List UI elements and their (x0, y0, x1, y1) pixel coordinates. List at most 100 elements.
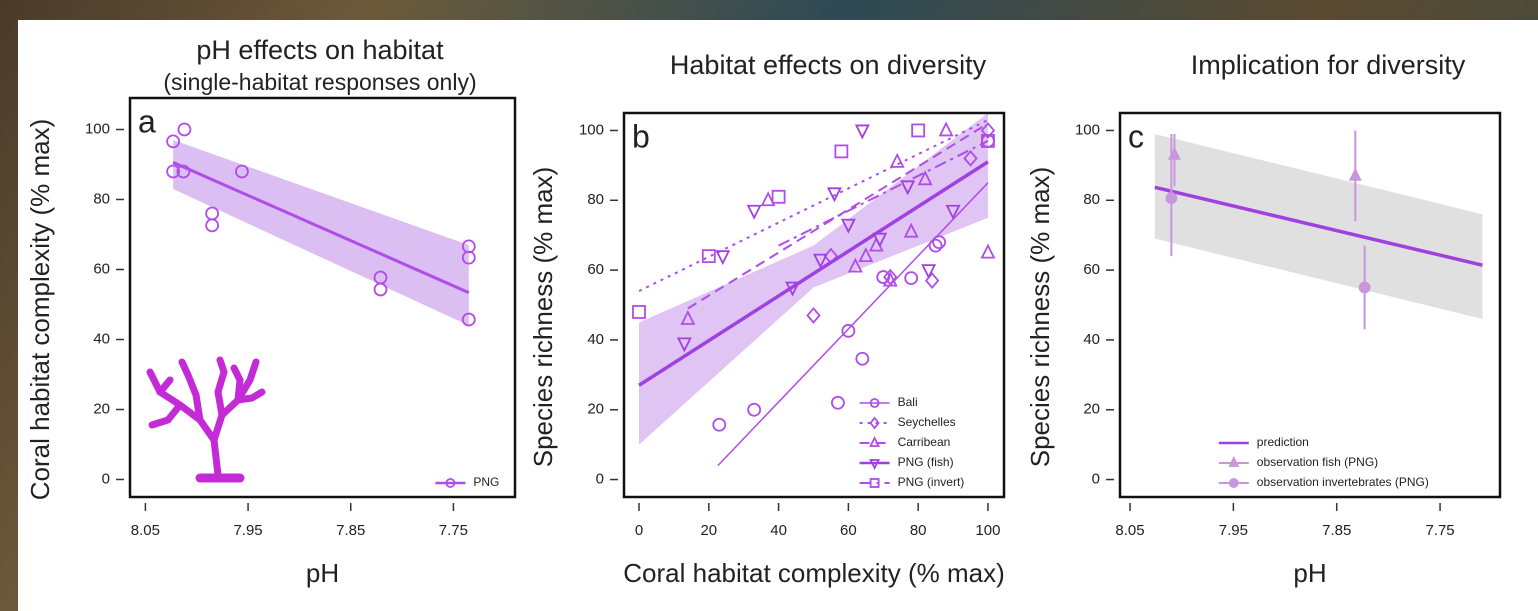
fit-line (687, 122, 989, 310)
plot-area (1154, 130, 1483, 330)
panel-subtitle: (single-habitat responses only) (163, 69, 476, 95)
legend-label: observation invertebrates (PNG) (1257, 475, 1429, 489)
x-tick-label: 7.95 (1219, 522, 1248, 539)
legend-marker (1228, 455, 1240, 467)
y-axis-label: Species richness (% max) (528, 167, 558, 468)
x-axis-label: pH (1293, 558, 1326, 588)
legend-label: PNG (fish) (898, 455, 954, 469)
point (1165, 192, 1178, 205)
panel-title: Habitat effects on diversity (670, 50, 987, 80)
point (461, 312, 476, 327)
y-tick-label: 60 (1083, 261, 1100, 278)
fit-line (778, 140, 989, 247)
point (785, 281, 800, 297)
point (176, 164, 191, 179)
panel-label: a (138, 103, 156, 139)
legend-marker (869, 398, 880, 408)
x-tick-label: 7.75 (1425, 522, 1454, 539)
plot-area (632, 113, 996, 467)
y-tick-label: 40 (1083, 331, 1100, 348)
y-axis-label: Coral habitat complexity (% max) (25, 119, 55, 500)
point (921, 264, 937, 280)
point (980, 243, 996, 259)
point (917, 170, 933, 186)
plot-frame (128, 96, 517, 499)
x-axis-label: pH (306, 558, 339, 588)
x-tick-label: 7.85 (336, 522, 365, 539)
y-tick-label: 60 (587, 261, 604, 278)
panel: Habitat effects on diversity Species rich… (528, 50, 1006, 588)
point (945, 204, 961, 220)
point (715, 250, 731, 266)
point (904, 271, 919, 286)
legend-label: Carribean (898, 435, 951, 449)
fit-line (1154, 185, 1483, 267)
point (855, 351, 870, 366)
x-tick-label: 20 (700, 522, 717, 539)
x-tick-label: 80 (910, 522, 927, 539)
y-tick-label: 0 (1092, 471, 1100, 488)
x-tick-label: 40 (770, 522, 787, 539)
y-axis-label: Species richness (% max) (1025, 167, 1055, 468)
x-tick-label: 7.85 (1322, 522, 1351, 539)
y-tick-label: 100 (85, 120, 110, 137)
point (981, 134, 995, 148)
y-tick-label: 100 (1075, 121, 1100, 138)
y-tick-label: 20 (587, 401, 604, 418)
point (903, 222, 919, 238)
point (882, 271, 898, 287)
y-tick-label: 40 (587, 331, 604, 348)
point (924, 272, 940, 289)
x-tick-label: 7.75 (439, 522, 468, 539)
point (205, 218, 220, 233)
point (938, 121, 954, 137)
x-tick-label: 7.95 (233, 522, 262, 539)
point (166, 134, 181, 149)
point (712, 417, 727, 432)
plot-frame (622, 111, 1006, 499)
y-tick-label: 80 (587, 191, 604, 208)
plot-frame (1118, 111, 1502, 499)
point (746, 204, 762, 220)
panel-label: b (632, 118, 650, 154)
legend-marker (869, 435, 881, 447)
y-tick-label: 60 (93, 260, 110, 277)
legend-marker (869, 478, 880, 488)
y-tick-label: 80 (93, 190, 110, 207)
y-tick-label: 20 (1083, 401, 1100, 418)
confidence-band (173, 140, 469, 326)
fit-line (717, 182, 989, 467)
point (676, 337, 692, 353)
x-tick-label: 8.05 (131, 522, 160, 539)
y-tick-label: 0 (102, 470, 110, 487)
point (834, 144, 849, 159)
point (980, 122, 996, 139)
plot-area (166, 122, 476, 327)
point (847, 257, 863, 273)
point (883, 268, 898, 286)
point (872, 232, 888, 248)
point (1358, 281, 1371, 294)
point (632, 305, 646, 319)
point (771, 189, 786, 204)
y-tick-label: 20 (93, 400, 110, 417)
point (889, 152, 905, 168)
point (373, 282, 388, 297)
point (841, 323, 856, 338)
point (928, 238, 943, 253)
point (854, 124, 870, 140)
point (1348, 167, 1362, 181)
legend-marker (869, 416, 880, 430)
point (806, 307, 821, 324)
panel: pH effects on habitat (single-habitat res… (25, 35, 517, 588)
point (963, 149, 978, 167)
point (760, 191, 776, 207)
point (858, 247, 874, 263)
fit-line (638, 160, 989, 387)
point (747, 402, 762, 417)
point (680, 309, 696, 325)
point (166, 164, 181, 179)
legend-marker (445, 478, 456, 488)
